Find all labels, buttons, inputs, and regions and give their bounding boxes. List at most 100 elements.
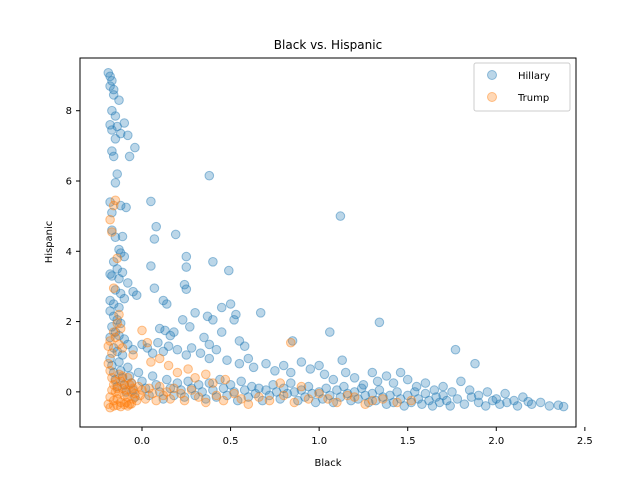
point-hillary-93	[374, 317, 385, 328]
point-trump-85	[243, 399, 254, 410]
point-hillary-206	[264, 390, 275, 401]
point-hillary-191	[211, 392, 222, 402]
point-hillary-158	[112, 381, 122, 392]
point-hillary-137	[420, 378, 431, 388]
point-hillary-259	[459, 399, 470, 410]
point-hillary-41	[119, 251, 130, 262]
point-hillary-225	[332, 385, 342, 395]
point-hillary-91	[287, 336, 298, 346]
point-hillary-184	[186, 383, 197, 394]
point-hillary-79	[105, 332, 115, 343]
point-hillary-249	[417, 399, 427, 410]
point-trump-62	[130, 388, 140, 399]
point-hillary-213	[289, 387, 300, 397]
point-hillary-58	[149, 283, 160, 294]
point-hillary-177	[162, 374, 172, 385]
point-hillary-19	[108, 151, 119, 162]
y-axis-label: Hispanic	[44, 221, 55, 264]
point-trump-77	[179, 395, 190, 406]
point-trump-33	[105, 366, 115, 376]
point-hillary-157	[110, 374, 121, 385]
point-trump-9	[108, 327, 119, 337]
point-hillary-21	[110, 178, 121, 188]
point-trump-10	[110, 332, 121, 343]
point-hillary-23	[107, 207, 117, 218]
x-tick-label: 1.0	[311, 436, 327, 447]
point-hillary-56	[108, 299, 119, 309]
point-hillary-63	[190, 308, 200, 318]
point-hillary-250	[420, 388, 431, 399]
point-trump-24	[220, 374, 231, 385]
point-hillary-48	[123, 278, 133, 288]
point-hillary-253	[431, 392, 441, 402]
y-tick-label: 2	[66, 317, 72, 328]
point-hillary-117	[261, 358, 271, 369]
point-hillary-37	[110, 232, 121, 242]
point-hillary-132	[381, 371, 392, 381]
point-hillary-111	[204, 353, 215, 364]
point-trump-54	[115, 397, 126, 408]
x-axis: 0.0 0.5 1.0 1.5 2.0 2.5	[134, 427, 593, 447]
point-trump-46	[128, 394, 138, 404]
point-hillary-241	[388, 397, 399, 408]
point-hillary-262	[480, 401, 491, 411]
point-trump-41	[119, 390, 130, 401]
point-hillary-32	[204, 170, 215, 181]
point-trump-95	[392, 397, 402, 408]
point-trump-49	[107, 385, 117, 395]
point-hillary-131	[372, 376, 383, 387]
point-hillary-139	[438, 381, 448, 392]
point-hillary-159	[114, 357, 124, 367]
point-trump-23	[208, 378, 218, 388]
point-hillary-203	[254, 383, 264, 394]
point-hillary-87	[204, 339, 215, 350]
point-hillary-238	[378, 392, 388, 402]
point-hillary-102	[142, 343, 153, 353]
point-hillary-53	[128, 286, 138, 297]
point-hillary-188	[201, 394, 211, 404]
point-hillary-244	[399, 401, 410, 411]
point-hillary-243	[395, 394, 406, 404]
point-trump-73	[162, 387, 172, 397]
point-hillary-90	[239, 341, 250, 352]
point-trump-72	[158, 390, 169, 401]
point-trump-61	[128, 383, 138, 394]
point-trump-59	[124, 399, 135, 410]
point-hillary-205	[261, 385, 271, 395]
point-trump-19	[172, 367, 183, 378]
point-hillary-256	[441, 395, 452, 406]
point-trump-97	[105, 402, 115, 413]
point-trump-38	[114, 369, 124, 380]
point-trump-11	[114, 339, 124, 350]
point-hillary-176	[158, 394, 169, 404]
point-trump-7	[112, 318, 122, 329]
point-hillary-144	[482, 387, 493, 397]
point-hillary-2	[107, 76, 117, 86]
point-hillary-162	[119, 380, 130, 390]
x-tick-label: 2.0	[488, 436, 504, 447]
point-hillary-100	[128, 344, 138, 355]
point-trump-45	[126, 387, 137, 397]
point-trump-0	[110, 195, 121, 206]
point-hillary-82	[165, 330, 176, 341]
point-hillary-69	[229, 315, 239, 325]
point-trump-75	[169, 383, 179, 394]
point-trump-43	[123, 373, 133, 383]
point-trump-3	[107, 227, 117, 237]
point-hillary-26	[146, 196, 156, 207]
point-hillary-43	[112, 264, 122, 274]
x-tick-label: 0.0	[134, 436, 150, 447]
point-hillary-17	[124, 151, 135, 162]
point-hillary-112	[211, 344, 222, 355]
legend: Hillary Trump	[473, 62, 571, 112]
point-hillary-135	[402, 374, 413, 385]
point-hillary-265	[502, 397, 512, 408]
point-hillary-200	[243, 392, 254, 402]
point-hillary-38	[117, 231, 128, 242]
point-trump-22	[201, 369, 211, 380]
point-trump-30	[349, 392, 360, 402]
point-hillary-171	[140, 383, 151, 394]
point-hillary-237	[374, 385, 385, 395]
point-trump-86	[254, 392, 264, 402]
point-hillary-235	[367, 388, 378, 399]
